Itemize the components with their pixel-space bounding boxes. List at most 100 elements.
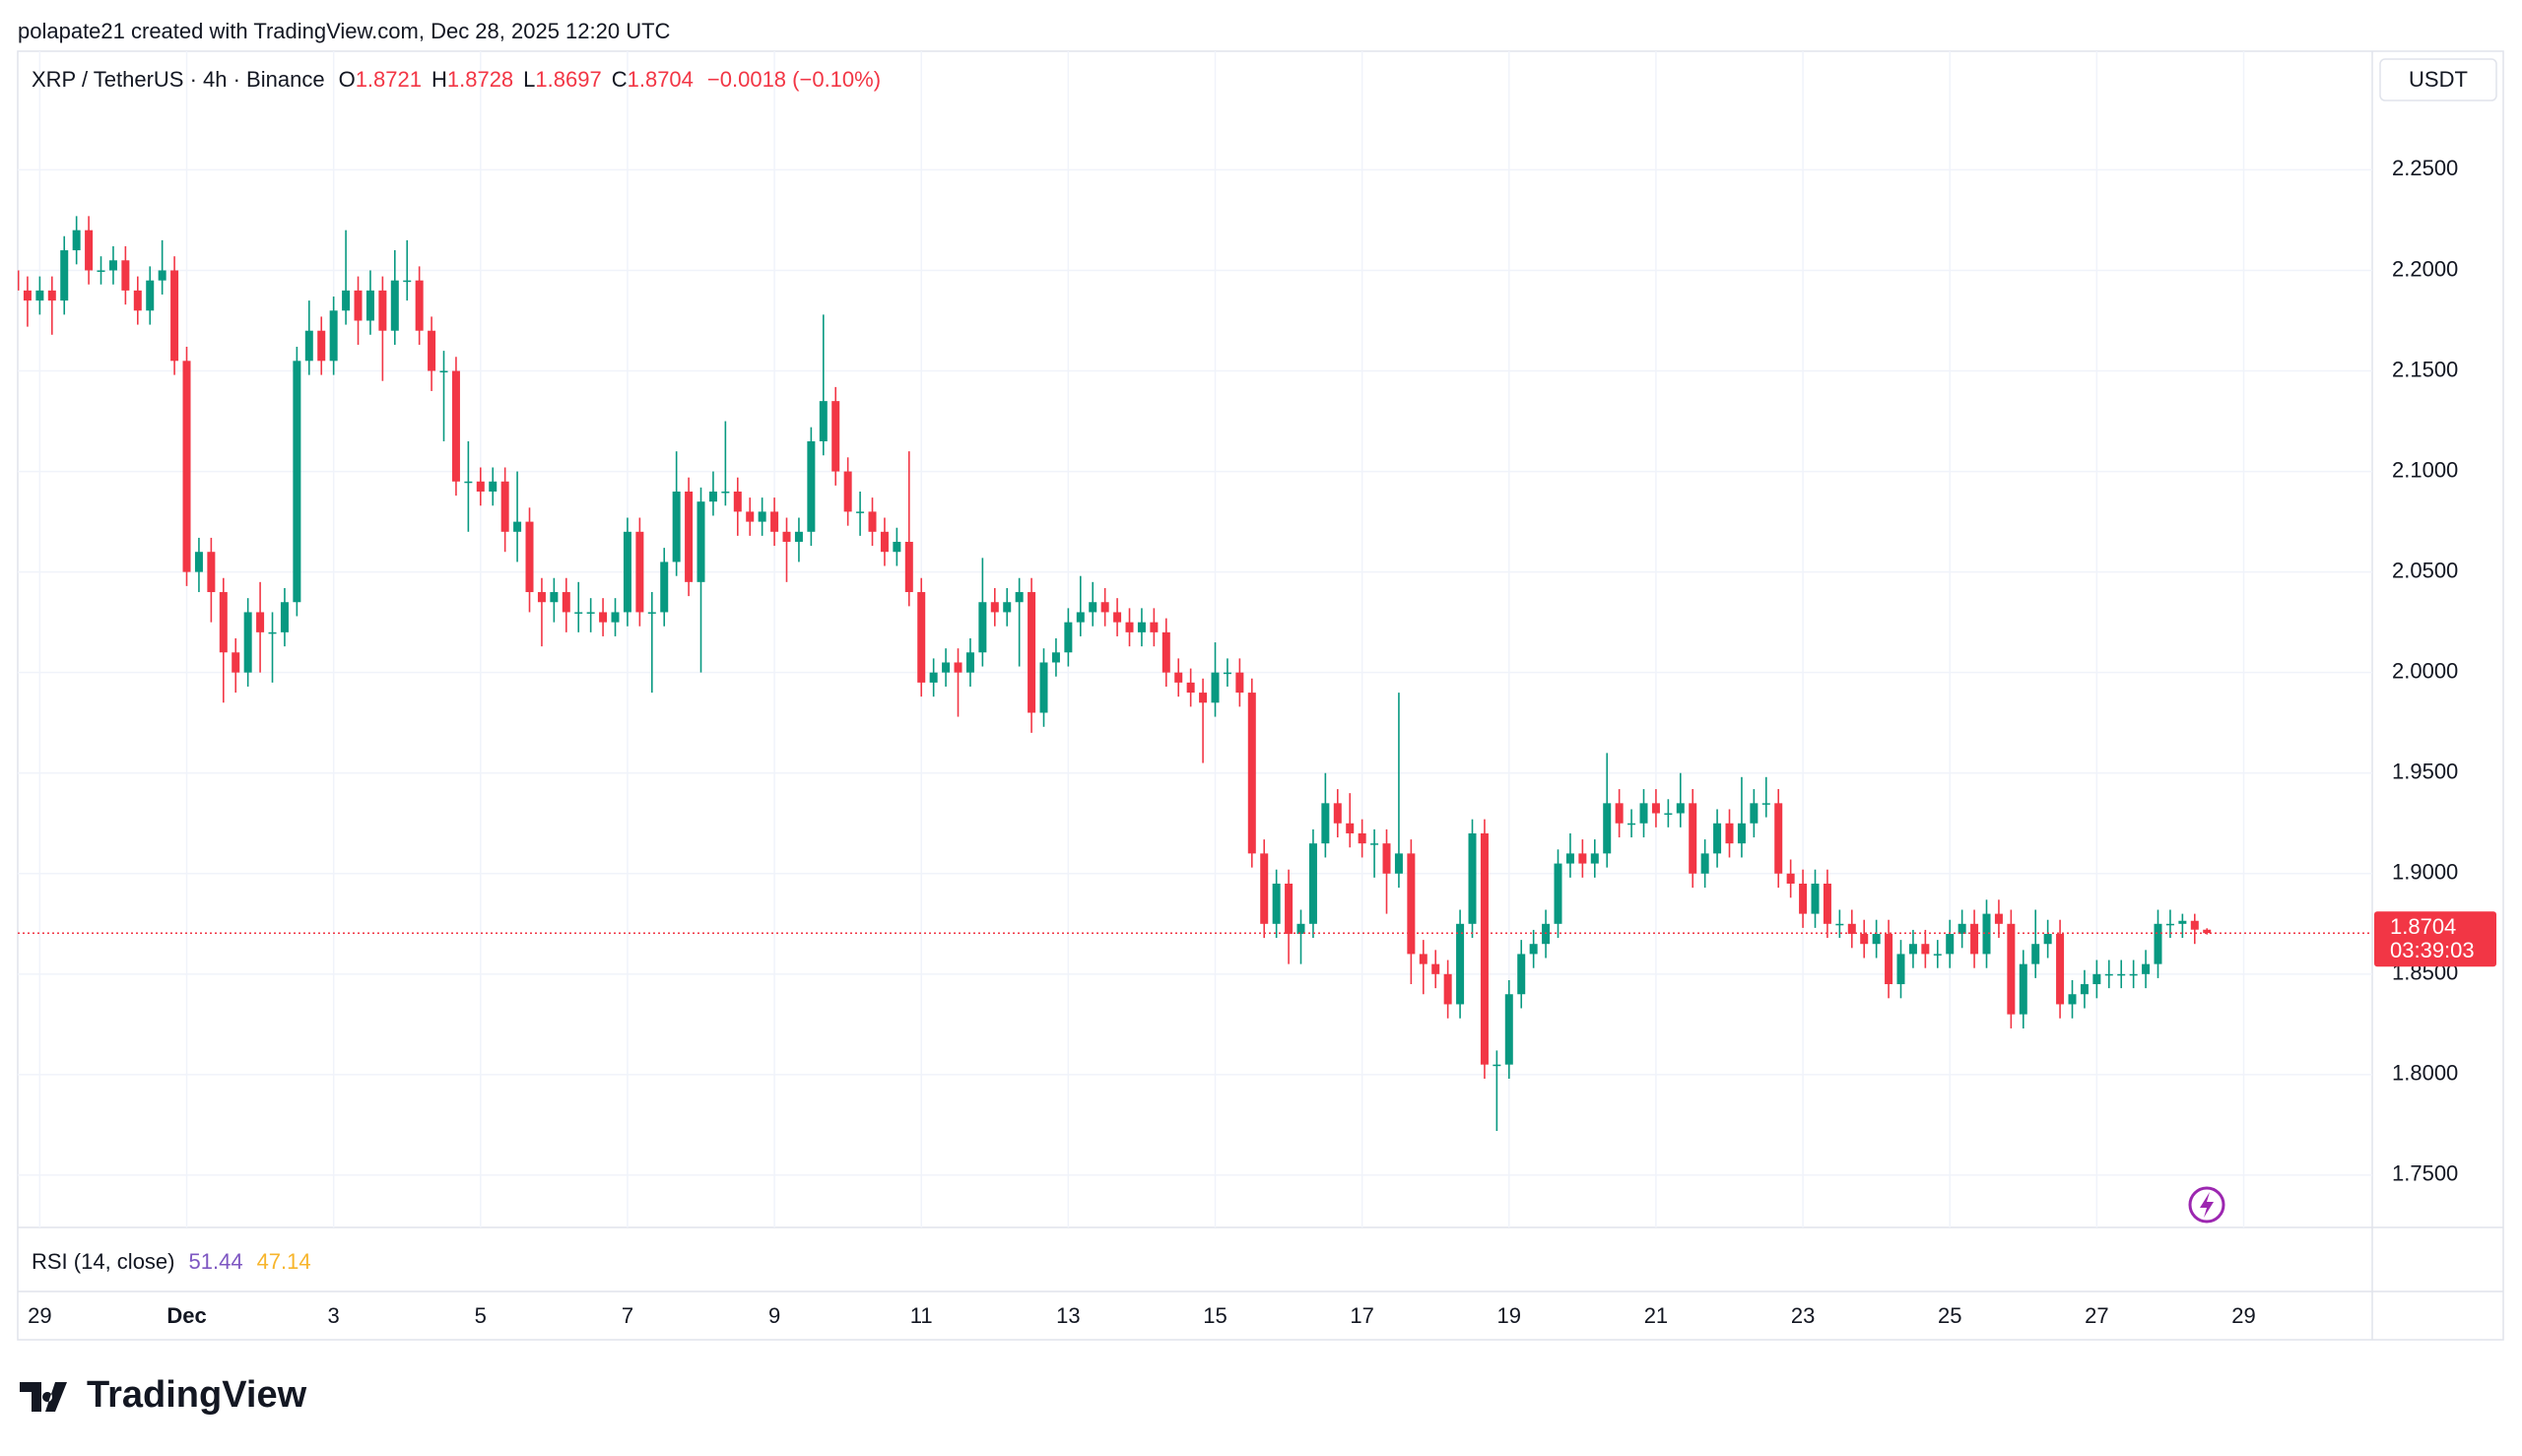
candle-body [1039,662,1048,713]
grid [18,51,2372,1227]
y-tick-label: 2.2500 [2392,156,2458,180]
candle-body [2092,973,2101,985]
candle-body [537,592,546,603]
candle-body [35,290,44,301]
ohlc-value: 1.8704 [628,67,694,92]
candle-body [562,592,570,613]
candle-body [232,652,240,673]
x-tick-label: 15 [1203,1303,1227,1328]
change: −0.0018 (−0.10%) [707,67,881,92]
candle-body [1443,973,1452,1005]
candle-body [1542,923,1551,945]
price-label-box [2374,911,2496,967]
candle-body [72,230,81,251]
y-tick-label: 1.7500 [2392,1161,2458,1186]
candle-body [1468,832,1477,924]
candle-body [782,531,791,543]
candle-body [390,280,399,331]
candle-body [1921,944,1930,955]
alert-icon[interactable] [2188,1186,2225,1224]
candle-body [1186,682,1195,694]
candle-body [1872,934,1881,945]
candle-body [1419,954,1427,964]
candle-body [978,602,987,653]
candle-body [85,230,94,271]
candle-body [1908,944,1917,955]
currency-button[interactable] [2379,58,2497,101]
candle-body [1970,923,1979,955]
candle-body [1321,803,1330,844]
candle-body [304,330,313,362]
candle-body [207,552,216,593]
candle-body [1651,803,1660,814]
candle-body [807,440,816,532]
candle-body [1835,923,1844,926]
candle-body [47,290,56,301]
candle-body [1333,803,1342,824]
candle-body [770,511,779,532]
y-tick-label: 2.0500 [2392,558,2458,582]
candle-body [1689,803,1697,874]
candle-body [880,531,889,553]
candle-body [697,501,705,582]
ohlc-letter: H [431,67,447,92]
candle-body [1358,832,1366,844]
candle-body [23,290,32,301]
candle-body [1615,803,1624,824]
candle-body [623,531,631,613]
candle-body [929,672,938,683]
candle-body [1664,813,1673,816]
y-tick-label: 2.1500 [2392,357,2458,381]
candle-body [1346,823,1355,833]
candles [18,216,2212,1132]
candle-body [1247,693,1256,854]
candle-body [2117,973,2126,976]
candle-body [1750,803,1759,824]
candle-body [1211,672,1220,703]
x-tick-label: 7 [622,1303,633,1328]
candle-body [1431,963,1440,974]
candle-body [2142,963,2151,974]
candle-body [1946,934,1955,955]
candle-body [1786,873,1795,884]
candle-body [2080,984,2089,995]
candle-body [1028,592,1036,713]
candle-body [1493,1064,1501,1067]
candle-body [1308,843,1317,924]
candle-body [758,511,766,522]
candle-body [378,290,387,331]
candle-body [219,592,228,653]
candle-body [1235,672,1244,694]
alert-bolt [2200,1192,2214,1218]
candle-body [574,612,583,614]
candle-body [1125,622,1134,632]
candle-body [2056,934,2065,1005]
candle-body [1565,853,1574,864]
candle-body [2178,920,2187,924]
candle-body [611,612,620,623]
candle-body [170,270,179,362]
candle-body [1639,803,1648,824]
y-tick-label: 1.8000 [2392,1061,2458,1086]
countdown: 03:39:03 [2390,938,2475,962]
candle-body [513,521,522,532]
candle-body [843,471,852,512]
candle-body [439,370,448,373]
candle-body [1823,883,1831,924]
candle-body [1015,592,1024,603]
currency: USDT [2409,67,2468,92]
candle-body [2031,944,2040,964]
candle-body [2129,973,2138,976]
candle-body [1223,672,1231,675]
overlay: 1.75001.80001.85001.90001.95002.00002.05… [18,156,2496,1328]
candle-body [2007,923,2016,1015]
candle-body [1407,853,1416,955]
price-label: 1.8704 [2390,914,2456,939]
candle-body [904,542,913,593]
rsi-label: RSI (14, close) [32,1249,175,1274]
y-tick-label: 1.9500 [2392,760,2458,784]
candle-body [133,290,142,311]
candle-body [2190,920,2199,930]
